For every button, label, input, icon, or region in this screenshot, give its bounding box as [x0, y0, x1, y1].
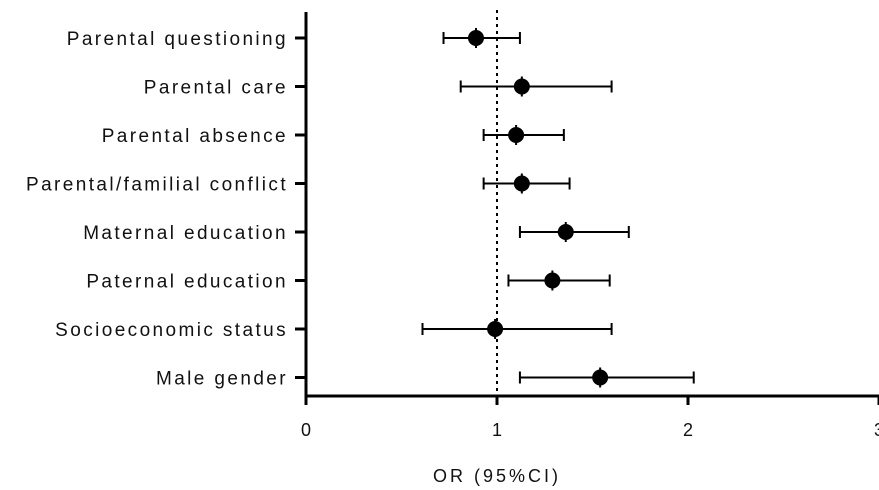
x-tick-label: 3 — [874, 420, 879, 440]
forest-row: Parental questioning — [67, 28, 521, 50]
x-tick-label: 2 — [683, 420, 693, 440]
forest-row: Parental absence — [102, 125, 565, 147]
forest-row: Paternal education — [86, 270, 611, 293]
or-point — [513, 78, 530, 95]
row-label: Socioeconomic status — [55, 320, 288, 341]
or-point — [513, 175, 530, 192]
forest-row: Maternal education — [83, 222, 630, 244]
or-point — [592, 369, 609, 386]
x-axis-ticks: 0 1 2 3 — [301, 396, 879, 440]
or-point — [508, 127, 525, 143]
row-label: Parental care — [144, 78, 288, 99]
forest-rows: Parental questioning Parental care Parenta… — [26, 28, 695, 390]
row-label: Parental absence — [102, 126, 288, 147]
forest-row: Parental/familial conflict — [26, 173, 571, 196]
row-label: Parental/familial conflict — [26, 175, 288, 196]
or-point — [557, 224, 574, 240]
or-point — [487, 321, 504, 337]
x-tick-label: 1 — [492, 420, 502, 440]
or-point — [467, 30, 484, 46]
forest-row: Socioeconomic status — [55, 319, 613, 341]
row-label: Parental questioning — [67, 29, 288, 50]
x-axis-title: OR (95%CI) — [433, 466, 561, 486]
row-label: Male gender — [156, 369, 288, 390]
row-label: Paternal education — [86, 272, 288, 293]
x-tick-label: 0 — [301, 420, 311, 440]
forest-row: Male gender — [156, 367, 695, 390]
row-label: Maternal education — [83, 223, 288, 244]
forest-row: Parental care — [144, 76, 613, 99]
or-point — [544, 272, 561, 289]
